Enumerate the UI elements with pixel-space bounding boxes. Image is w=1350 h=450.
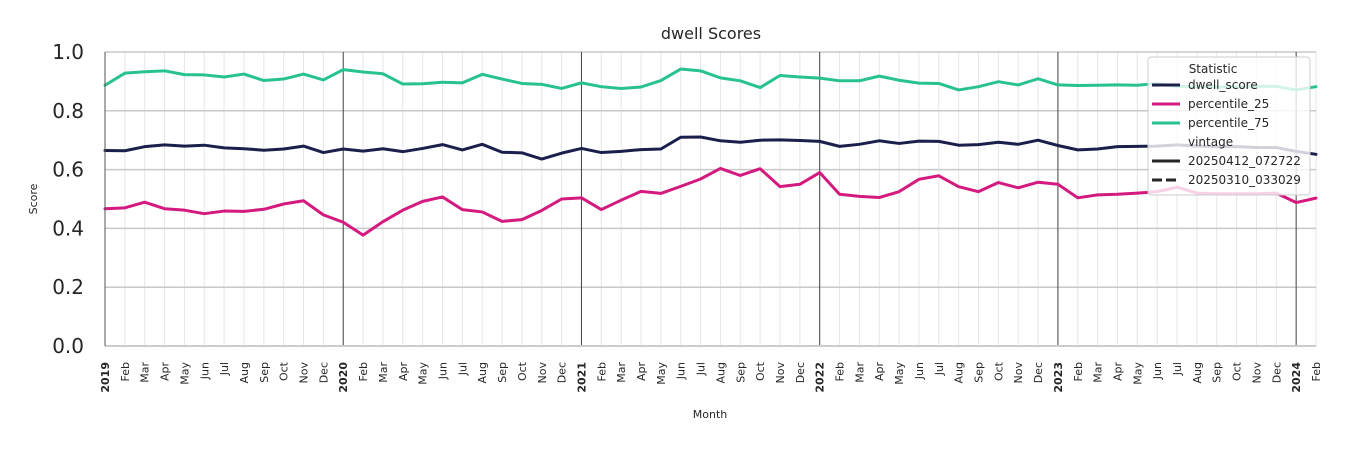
x-tick-label-month: Jul [933,362,946,376]
x-tick-label-month: Aug [714,362,727,383]
legend-label-vintage-dashed: 20250310_033029 [1188,173,1301,187]
legend-box [1147,56,1311,196]
x-tick-label-month: Nov [1250,362,1263,384]
x-tick-label-month: Oct [278,361,291,381]
x-tick-label-month: Apr [1111,362,1124,382]
series-lines [103,67,1318,237]
x-tick-label-month: Feb [1072,362,1085,381]
series-line-percentile-75 [103,67,1318,92]
y-tick-label: 0.2 [52,275,84,299]
x-tick-label-month: Oct [754,361,767,381]
legend: Statistic dwell_score percentile_25percen… [1147,56,1311,196]
x-tick-label-month: May [893,362,906,385]
x-tick-label-month: Sep [496,362,509,383]
x-tick-label-month: Sep [734,362,747,383]
x-tick-label-month: May [1131,362,1144,385]
legend-label-percentile-25: percentile_25 [1188,97,1269,111]
x-tick-label-month: Jul [218,362,231,376]
legend-entries: dwell_score percentile_25 percentile_75vin… [1152,78,1301,187]
x-tick-label-month: May [655,362,668,385]
y-tick-label: 0.0 [52,334,84,358]
x-axis-label: Month [693,408,728,421]
series-line-percentile-25 [103,166,1318,237]
x-tick-label-month: Nov [298,362,311,384]
x-tick-label-month: Jun [1151,362,1164,380]
y-axis-ticks: 0.0 0.2 0.4 0.6 0.8 1.0 [52,40,84,358]
x-tick-label-month: Feb [119,362,132,381]
x-tick-label-month: Mar [1092,362,1105,383]
x-tick-label-month: Dec [1270,362,1283,383]
x-tick-label-month: Mar [139,362,152,383]
x-tick-label-month: Jul [695,362,708,376]
legend-label-vintage-solid: 20250412_072722 [1188,154,1301,168]
x-tick-label-month: Jul [1171,362,1184,376]
legend-label-dwell-score: dwell_score [1188,78,1258,92]
x-tick-label-year: 2021 [575,362,588,393]
x-tick-label-month: Nov [1012,362,1025,384]
x-tick-label-year: 2023 [1052,362,1065,393]
y-tick-label: 1.0 [52,40,84,64]
x-tick-label-year: 2019 [99,362,112,393]
x-tick-label-month: Feb [357,362,370,381]
x-tick-label-year: 2022 [814,362,827,393]
x-tick-label-month: May [417,362,430,385]
y-tick-label: 0.8 [52,99,84,123]
legend-subtitle-vintage: vintage [1188,135,1233,149]
x-tick-label-month: Nov [774,362,787,384]
x-tick-label-month: Mar [853,362,866,383]
series-line-dwell-score [103,135,1318,161]
x-tick-label-month: Feb [1310,362,1323,381]
x-tick-label-month: Dec [556,362,569,383]
x-tick-label-month: Aug [238,362,251,383]
x-tick-label-month: Sep [258,362,271,383]
x-tick-label-month: Jun [198,362,211,380]
y-tick-label: 0.6 [52,158,84,182]
x-tick-label-month: Aug [953,362,966,383]
x-tick-label-month: Feb [595,362,608,381]
x-tick-label-year: 2024 [1290,362,1303,393]
x-tick-label-month: May [178,362,191,385]
x-axis-ticks: 2019 Feb Mar Apr May Jun Jul Aug Sep Oct Nov Dec 202… [99,361,1323,392]
grid [104,51,1317,347]
x-tick-label-month: Feb [834,362,847,381]
x-tick-label-month: Apr [635,362,648,382]
x-tick-label-month: Dec [1032,362,1045,383]
x-tick-label-year: 2020 [337,362,350,393]
x-tick-label-month: Dec [317,362,330,383]
x-tick-label-month: Mar [377,362,390,383]
chart-title: dwell Scores [661,24,761,43]
x-tick-label-month: Apr [159,362,172,382]
x-tick-label-month: Mar [615,362,628,383]
x-tick-label-month: Jul [456,362,469,376]
y-axis-label: Score [27,183,40,214]
x-tick-label-month: Sep [1211,362,1224,383]
x-tick-label-month: Jun [675,362,688,380]
x-tick-label-month: Oct [1231,361,1244,381]
x-tick-label-month: Oct [992,361,1005,381]
x-tick-label-month: Jun [913,362,926,380]
x-tick-label-month: Sep [973,362,986,383]
x-tick-label-month: Aug [476,362,489,383]
legend-label-percentile-75: percentile_75 [1188,116,1269,130]
x-tick-label-month: Dec [794,362,807,383]
x-tick-label-month: Nov [536,362,549,384]
x-tick-label-month: Oct [516,361,529,381]
x-tick-label-month: Aug [1191,362,1204,383]
x-tick-label-month: Apr [397,362,410,382]
y-tick-label: 0.4 [52,216,84,240]
x-tick-label-month: Jun [436,362,449,380]
legend-title: Statistic [1189,62,1238,76]
x-tick-label-month: Apr [873,362,886,382]
